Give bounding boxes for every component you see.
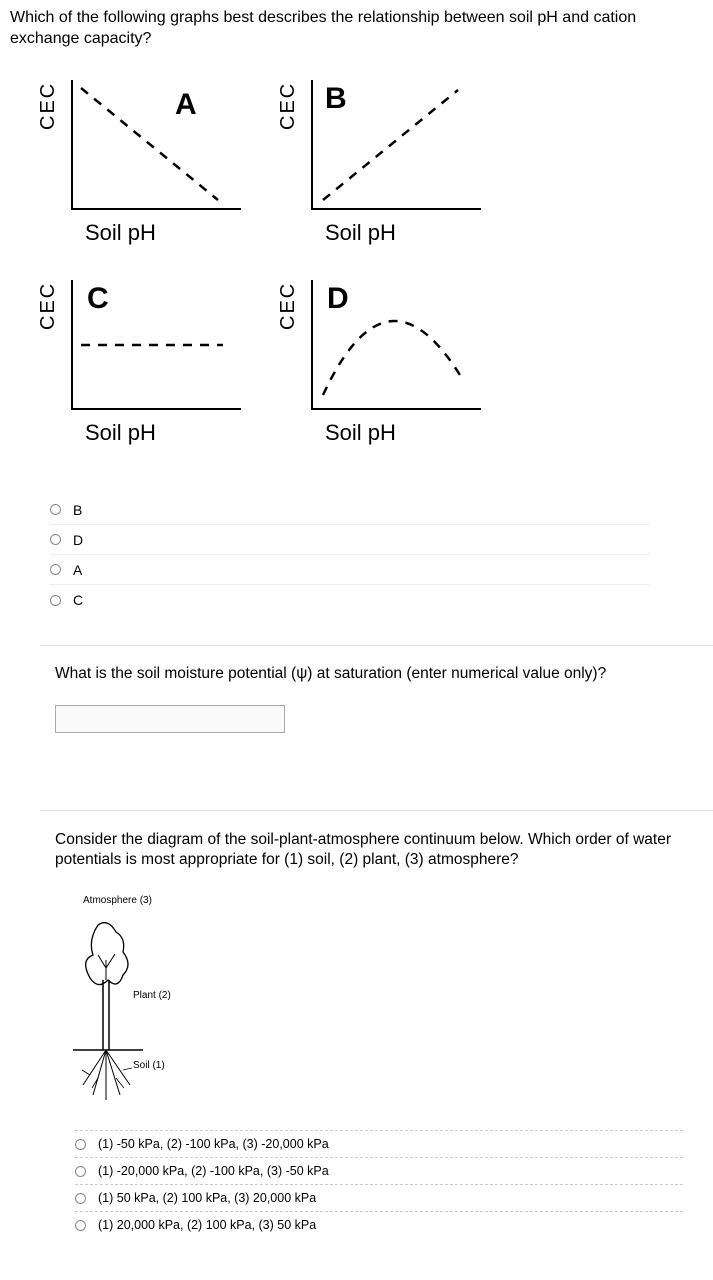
chart-b-xlabel: Soil pH	[325, 220, 396, 246]
q3-option-1[interactable]: (1) -50 kPa, (2) -100 kPa, (3) -20,000 k…	[75, 1130, 683, 1157]
chart-d-letter: D	[327, 282, 349, 316]
chart-c-xlabel: Soil pH	[85, 420, 156, 446]
q3: Consider the diagram of the soil-plant-a…	[55, 830, 693, 870]
q3-option-4[interactable]: (1) 20,000 kPa, (2) 100 kPa, (3) 50 kPa	[75, 1211, 683, 1238]
radio-icon	[50, 534, 61, 545]
q1-option-a[interactable]: A	[50, 555, 650, 585]
q2-answer-input[interactable]	[55, 705, 285, 733]
chart-a-letter: A	[175, 88, 197, 122]
chart-b-letter: B	[325, 82, 347, 116]
q3-option-label: (1) 50 kPa, (2) 100 kPa, (3) 20,000 kPa	[98, 1191, 316, 1205]
q3-options: (1) -50 kPa, (2) -100 kPa, (3) -20,000 k…	[75, 1130, 683, 1238]
q1-prompt: Which of the following graphs best descr…	[10, 8, 703, 50]
q2: What is the soil moisture potential (ψ) …	[55, 665, 703, 733]
chart-c-letter: C	[87, 282, 109, 316]
radio-icon	[75, 1166, 86, 1177]
tree-diagram: Atmosphere (3) Plant (2) Soil (1)	[73, 895, 273, 1125]
q1-option-b[interactable]: B	[50, 495, 650, 525]
q1-options: B D A C	[50, 495, 650, 615]
radio-icon	[75, 1193, 86, 1204]
label-atmosphere: Atmosphere (3)	[83, 895, 152, 906]
chart-d-ylabel: CEC	[277, 282, 300, 330]
chart-c: CEC C Soil pH	[45, 280, 255, 460]
q1-charts: CEC A Soil pH CEC B Soil pH CEC C Soil p…	[45, 80, 505, 460]
q2-prompt: What is the soil moisture potential (ψ) …	[55, 665, 703, 683]
radio-icon	[50, 504, 61, 515]
chart-a: CEC A Soil pH	[45, 80, 255, 260]
chart-b-ylabel: CEC	[277, 82, 300, 130]
q3-option-label: (1) -50 kPa, (2) -100 kPa, (3) -20,000 k…	[98, 1137, 329, 1151]
q3-option-2[interactable]: (1) -20,000 kPa, (2) -100 kPa, (3) -50 k…	[75, 1157, 683, 1184]
q1-option-label: C	[73, 592, 83, 608]
chart-b: CEC B Soil pH	[285, 80, 495, 260]
radio-icon	[75, 1220, 86, 1231]
radio-icon	[50, 564, 61, 575]
q3-prompt: Consider the diagram of the soil-plant-a…	[55, 830, 693, 870]
chart-a-ylabel: CEC	[37, 82, 60, 130]
q3-option-label: (1) 20,000 kPa, (2) 100 kPa, (3) 50 kPa	[98, 1218, 316, 1232]
q3-option-label: (1) -20,000 kPa, (2) -100 kPa, (3) -50 k…	[98, 1164, 329, 1178]
chart-a-xlabel: Soil pH	[85, 220, 156, 246]
q1-option-d[interactable]: D	[50, 525, 650, 555]
chart-d: CEC D Soil pH	[285, 280, 495, 460]
radio-icon	[50, 595, 61, 606]
radio-icon	[75, 1139, 86, 1150]
q1-option-c[interactable]: C	[50, 585, 650, 615]
q1-option-label: D	[73, 532, 83, 548]
q1-option-label: B	[73, 502, 82, 518]
chart-d-xlabel: Soil pH	[325, 420, 396, 446]
chart-c-ylabel: CEC	[37, 282, 60, 330]
q3-option-3[interactable]: (1) 50 kPa, (2) 100 kPa, (3) 20,000 kPa	[75, 1184, 683, 1211]
q1-option-label: A	[73, 562, 82, 578]
